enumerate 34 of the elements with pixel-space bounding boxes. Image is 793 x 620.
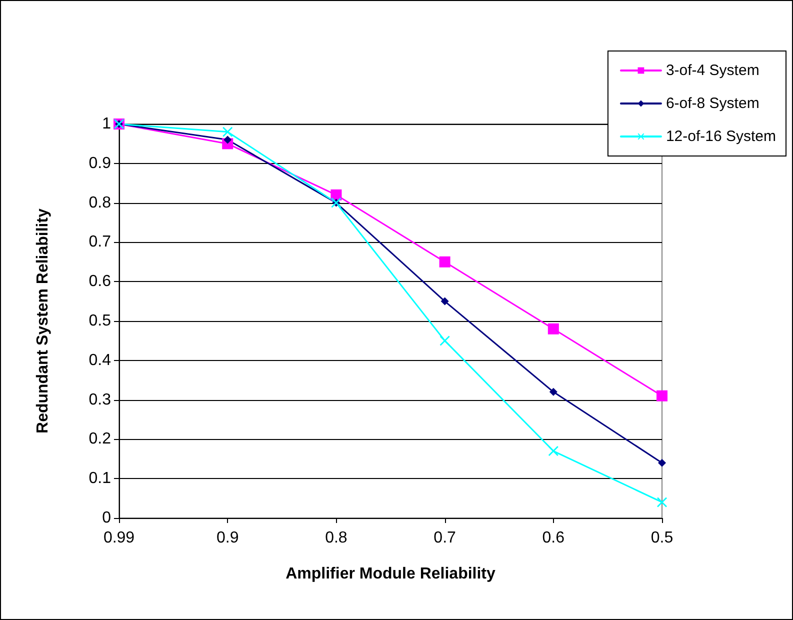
point [439, 256, 450, 268]
point [224, 136, 232, 144]
y-tick-label: 0 [102, 510, 112, 526]
point [548, 446, 558, 456]
x-tick-label: 0.99 [103, 530, 135, 546]
y-tick-label: 0.3 [88, 391, 112, 408]
y-tick-label: 0.4 [88, 352, 112, 369]
y-tick-label: 0.2 [88, 430, 112, 448]
y-tick-label: 0.1 [88, 470, 112, 488]
point [330, 189, 342, 200]
legend-label: 12-of-16 System [666, 128, 776, 145]
y-tick-label: 0.8 [88, 194, 112, 212]
point [548, 323, 559, 334]
point [440, 297, 449, 306]
x-tick-label: 0.7 [434, 530, 456, 546]
y-tick-label: 1 [102, 116, 112, 132]
point [222, 126, 233, 137]
x-axis-title: Amplifier Module Reliability [286, 566, 496, 582]
point [549, 388, 558, 396]
legend-label: 6-of-8 System [666, 95, 760, 112]
y-tick-label: 0.7 [88, 234, 112, 251]
y-axis-title: Redundant System Reliability [34, 208, 52, 434]
point [658, 458, 666, 467]
x-tick-label: 0.5 [650, 530, 674, 546]
x-tick-label: 0.8 [325, 530, 348, 546]
legend-label: 3-of-4 System [666, 62, 760, 79]
point [440, 336, 450, 346]
y-tick-label: 0.9 [88, 154, 112, 172]
y-tick-label: 0.6 [88, 273, 112, 290]
x-tick-label: 0.6 [542, 530, 565, 546]
y-tick-label: 0.5 [88, 312, 112, 330]
point [657, 497, 667, 508]
point [656, 390, 668, 402]
x-tick-label: 0.9 [216, 530, 239, 546]
